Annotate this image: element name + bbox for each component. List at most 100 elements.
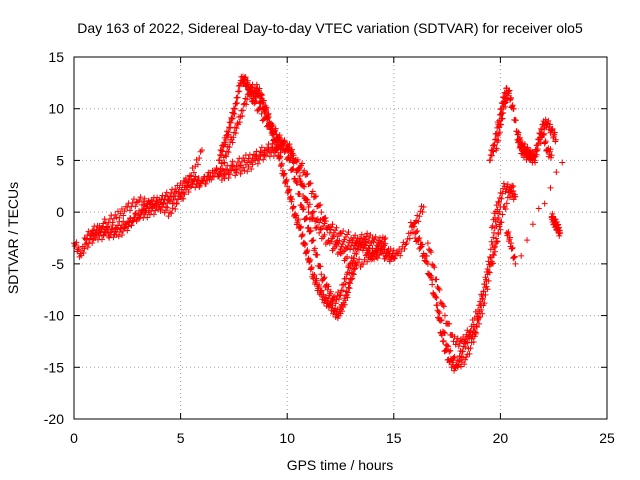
data-point (324, 286, 331, 293)
data-point-dense (303, 248, 310, 255)
data-point-dense (304, 247, 311, 254)
data-point-dense (452, 341, 459, 348)
data-point-dense (281, 138, 288, 145)
data-point-dense (163, 189, 170, 196)
data-point-dense (427, 247, 434, 254)
data-point (512, 260, 519, 267)
data-point-dense (242, 74, 249, 81)
data-point-dense (285, 187, 292, 194)
data-point (198, 147, 205, 154)
data-point-dense (187, 173, 194, 180)
data-point-dense (109, 226, 116, 233)
data-point-dense (497, 106, 504, 113)
data-point-dense (489, 147, 496, 154)
series-sat-p (503, 159, 566, 267)
data-point-dense (492, 243, 499, 250)
data-point-dense (300, 183, 307, 190)
data-point-dense (493, 235, 500, 242)
data-point-dense (501, 89, 508, 96)
data-point (495, 198, 502, 205)
data-point-dense (414, 237, 421, 244)
data-point-dense (309, 237, 316, 244)
data-point-dense (435, 308, 442, 315)
data-point-dense (511, 253, 518, 260)
x-tick-label: 15 (386, 430, 402, 446)
data-point-dense (534, 146, 541, 153)
data-point-dense (414, 228, 421, 235)
data-point-dense (409, 221, 416, 228)
data-point-dense (100, 232, 107, 239)
series-sat-n (514, 130, 555, 163)
data-point-dense (145, 197, 152, 204)
data-point-dense (492, 131, 499, 138)
data-point-dense (101, 216, 108, 223)
data-point (241, 74, 248, 81)
data-point-dense (343, 275, 350, 282)
data-point (358, 240, 365, 247)
data-point-dense (413, 229, 420, 236)
data-point (454, 364, 461, 371)
data-point-dense (496, 199, 503, 206)
data-point-dense (238, 107, 245, 114)
data-point-dense (495, 123, 502, 130)
data-point-dense (381, 236, 388, 243)
data-point-dense (244, 168, 251, 175)
data-point-dense (423, 259, 430, 266)
data-point-dense (545, 117, 552, 124)
data-point-dense (453, 338, 460, 345)
data-point (380, 250, 387, 257)
data-point-dense (332, 300, 339, 307)
data-point-dense (446, 320, 453, 327)
data-point-dense (292, 157, 299, 164)
data-point-dense (482, 274, 489, 281)
data-point-dense (230, 105, 237, 112)
data-point-dense (487, 151, 494, 158)
data-point-dense (478, 291, 485, 298)
data-point-dense (342, 281, 349, 288)
data-point-dense (299, 160, 306, 167)
data-point-dense (419, 209, 426, 216)
data-point-dense (191, 176, 198, 183)
data-point-dense (303, 171, 310, 178)
data-point-dense (104, 224, 111, 231)
data-point-dense (496, 111, 503, 118)
data-point-dense (451, 333, 458, 340)
data-point-dense (397, 252, 404, 259)
data-point-dense (227, 119, 234, 126)
data-point-dense (509, 244, 516, 251)
data-point-dense (381, 246, 388, 253)
data-point-dense (506, 234, 513, 241)
data-point-dense (185, 188, 192, 195)
data-point-dense (372, 233, 379, 240)
x-tick-label: 10 (279, 430, 295, 446)
data-point-dense (237, 113, 244, 120)
data-point-dense (299, 206, 306, 213)
data-point (433, 276, 440, 283)
data-point-dense (462, 344, 469, 351)
data-point-dense (182, 175, 189, 182)
series-sat-j (412, 219, 504, 371)
data-point-dense (479, 310, 486, 317)
data-points (71, 73, 566, 374)
data-point-dense (512, 117, 519, 124)
data-point (337, 291, 344, 298)
data-point-dense (529, 156, 536, 163)
data-point-dense (309, 209, 316, 216)
data-point-dense (276, 154, 283, 161)
data-point-dense (226, 119, 233, 126)
data-point-dense (120, 212, 127, 219)
series-sat-g (209, 138, 397, 265)
y-tick-label: 0 (56, 204, 64, 220)
data-point-dense (195, 175, 202, 182)
data-point-dense (475, 316, 482, 323)
data-point-dense (517, 141, 524, 148)
data-point-dense (239, 112, 246, 119)
data-point-dense (459, 348, 466, 355)
data-point-dense (81, 245, 88, 252)
data-point-dense (308, 264, 315, 271)
data-point-dense (363, 233, 370, 240)
data-point-dense (353, 251, 360, 258)
data-point-dense (188, 181, 195, 188)
data-point-dense (477, 298, 484, 305)
data-point-dense (436, 286, 443, 293)
